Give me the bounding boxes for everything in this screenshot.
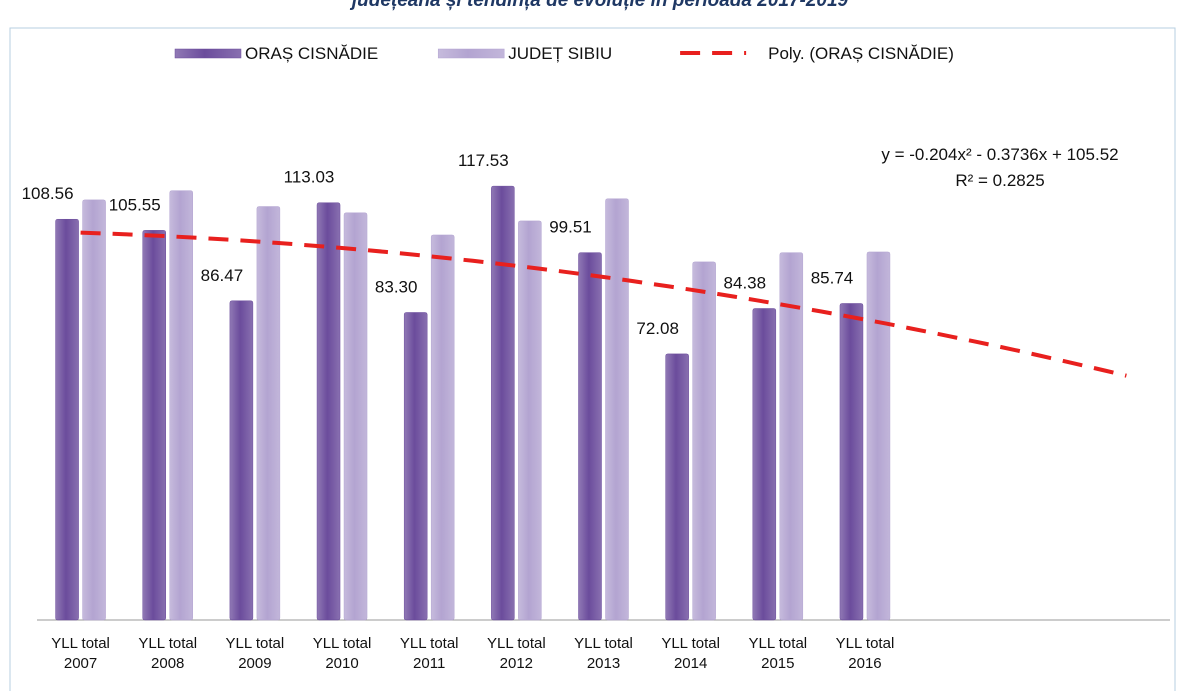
bar xyxy=(839,303,864,621)
x-tick-label: YLL total 2015 xyxy=(748,635,808,672)
x-tick-label: YLL total 2016 xyxy=(835,635,895,672)
bar xyxy=(82,199,106,621)
bar xyxy=(430,234,455,621)
x-tick-label: YLL total 2009 xyxy=(225,635,285,672)
data-label: 83.30 xyxy=(375,277,418,296)
legend-label: Poly. (ORAȘ CISNĂDIE) xyxy=(768,44,954,63)
x-tick-label: YLL total 2013 xyxy=(574,635,633,672)
bar xyxy=(142,230,166,621)
legend-swatch xyxy=(437,48,505,59)
chart-title: județeană și tendința de evoluție în per… xyxy=(349,0,849,11)
legend-swatch xyxy=(174,48,242,59)
data-label: 72.08 xyxy=(636,319,679,338)
bar xyxy=(55,218,79,621)
bar xyxy=(752,308,777,621)
x-tick-label: YLL total 2010 xyxy=(312,635,372,672)
trendline xyxy=(80,230,1127,378)
bar xyxy=(229,300,254,621)
legend-label: JUDEȚ SIBIU xyxy=(508,44,612,63)
bar xyxy=(578,252,602,621)
bar xyxy=(779,252,804,621)
bar xyxy=(169,190,193,621)
bar xyxy=(256,206,281,621)
bar xyxy=(605,198,629,621)
data-label: 113.03 xyxy=(284,168,335,187)
trend-equation: y = -0.204x² - 0.3736x + 105.52 xyxy=(881,145,1118,164)
x-tick-label: YLL total 2014 xyxy=(661,635,720,672)
bar xyxy=(491,185,515,621)
bar xyxy=(665,353,689,621)
data-label: 117.53 xyxy=(458,151,509,170)
trend-r-squared: R² = 0.2825 xyxy=(955,171,1044,190)
x-tick-label: YLL total 2011 xyxy=(399,635,459,672)
bar xyxy=(343,212,368,621)
bar xyxy=(692,261,716,621)
data-label: 85.74 xyxy=(811,268,854,287)
data-label: 108.56 xyxy=(22,184,74,203)
bar xyxy=(316,202,341,621)
bar xyxy=(518,220,542,621)
bar xyxy=(403,312,428,621)
x-tick-label: YLL total 2012 xyxy=(487,635,546,672)
x-tick-label: YLL total 2008 xyxy=(138,635,198,672)
data-label: 86.47 xyxy=(201,266,244,285)
chart-frame xyxy=(9,27,1176,691)
data-label: 99.51 xyxy=(549,218,592,237)
data-label: 105.55 xyxy=(109,195,161,214)
legend-label: ORAȘ CISNĂDIE xyxy=(245,44,378,63)
bar xyxy=(866,251,891,621)
data-label: 84.38 xyxy=(724,273,767,292)
x-tick-label: YLL total 2007 xyxy=(51,635,110,672)
